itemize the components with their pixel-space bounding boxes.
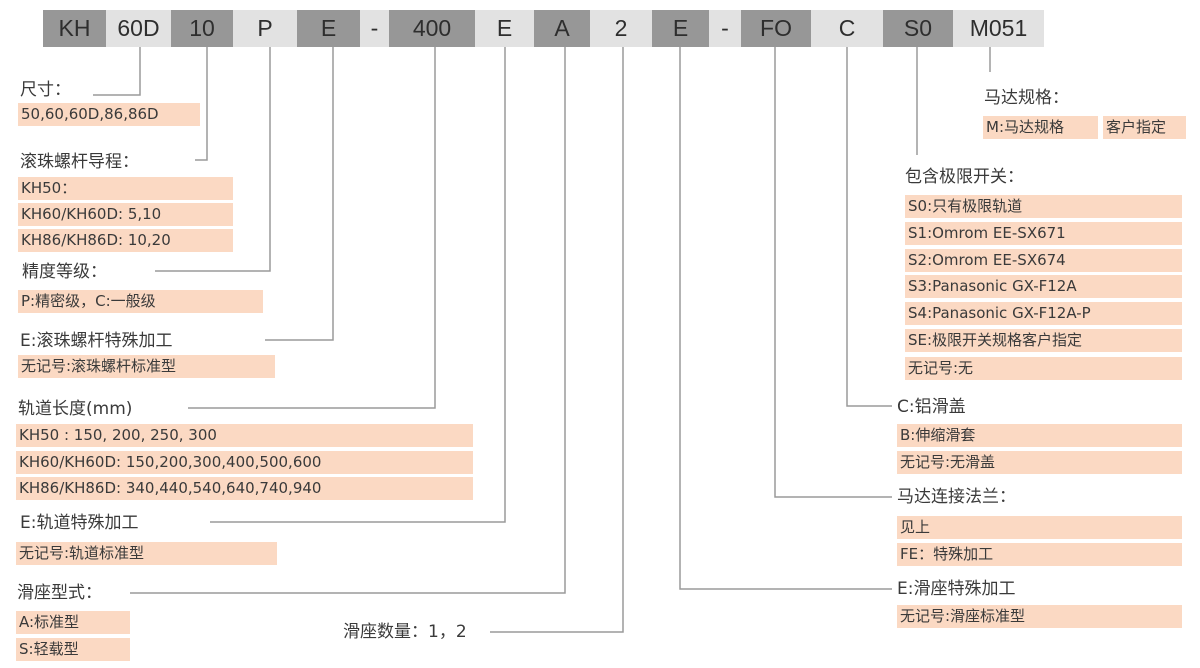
code-segment-screw-special: E	[297, 10, 360, 47]
code-segment-motor-flange: FO	[741, 10, 811, 47]
slider-count-heading: 滑座数量：1，2	[343, 622, 467, 642]
connector-precision	[155, 47, 271, 272]
motor-spec-option: 客户指定	[1103, 116, 1186, 139]
lead-heading: 滚珠螺杆导程：	[20, 152, 139, 172]
connector-slider-count	[490, 47, 624, 633]
lead-option: KH60/KH60D: 5,10	[18, 203, 233, 226]
code-segment-series: KH	[43, 10, 106, 47]
rail-special-option: 无记号:轨道标准型	[16, 542, 277, 565]
rail-length-option: KH86/KH86D: 340,440,540,640,740,940	[16, 477, 473, 500]
size-option: 50,60,60D,86,86D	[18, 103, 200, 126]
motor-flange-heading: 马达连接法兰：	[897, 487, 1016, 507]
connector-lead	[195, 47, 208, 161]
limit-switch-option: 无记号:无	[905, 357, 1182, 380]
size-heading: 尺寸：	[20, 80, 71, 100]
screw-special-heading: E:滚珠螺杆特殊加工	[20, 331, 173, 351]
code-segment-lead: 10	[171, 10, 233, 47]
cover-option: B:伸缩滑套	[897, 424, 1182, 447]
code-segment-precision: P	[233, 10, 297, 47]
code-segment-dash: -	[709, 10, 741, 47]
lead-option: KH86/KH86D: 10,20	[18, 229, 233, 252]
motor-spec-heading: 马达规格：	[984, 88, 1069, 108]
code-segment-size: 60D	[106, 10, 171, 47]
code-segment-slider-type: A	[534, 10, 590, 47]
screw-special-option: 无记号:滚珠螺杆标准型	[18, 355, 275, 378]
connector-rail-special	[210, 47, 506, 523]
lead-option: KH50：	[18, 177, 233, 200]
limit-switch-option: SE:极限开关规格客户指定	[905, 329, 1182, 352]
motor-flange-option: FE：特殊加工	[897, 543, 1182, 566]
connector-motor-flange	[774, 47, 892, 498]
code-segment-dash: -	[360, 10, 389, 47]
slider-type-option: S:轻载型	[16, 638, 130, 661]
code-segment-slider-count: 2	[590, 10, 652, 47]
motor-spec-option: M:马达规格	[983, 116, 1098, 139]
code-segment-slider-special: E	[652, 10, 709, 47]
limit-switch-heading: 包含极限开关：	[905, 167, 1024, 187]
connector-screw-special	[265, 47, 334, 341]
connector-cover	[846, 47, 892, 407]
slider-special-heading: E:滑座特殊加工	[897, 579, 1016, 599]
rail-length-option: KH50 : 150, 200, 250, 300	[16, 424, 473, 447]
connector-rail-length	[188, 47, 436, 409]
rail-length-option: KH60/KH60D: 150,200,300,400,500,600	[16, 451, 473, 474]
limit-switch-option: S4:Panasonic GX-F12A-P	[905, 302, 1182, 325]
precision-option: P:精密级，C:一般级	[18, 290, 263, 313]
connector-slider-special	[679, 47, 892, 590]
code-segment-rail-length: 400	[389, 10, 475, 47]
motor-flange-option: 见上	[897, 516, 1182, 539]
code-segment-motor-spec: M051	[953, 10, 1044, 47]
code-segment-limit-switch: S0	[883, 10, 953, 47]
slider-type-option: A:标准型	[16, 611, 130, 634]
slider-special-option: 无记号:滑座标准型	[897, 605, 1182, 628]
limit-switch-option: S2:Omrom EE-SX674	[905, 249, 1182, 272]
cover-heading: C:铝滑盖	[897, 397, 966, 417]
cover-option: 无记号:无滑盖	[897, 451, 1182, 474]
connector-slider-type	[130, 47, 566, 594]
code-segment-cover: C	[811, 10, 883, 47]
code-segment-rail-special: E	[475, 10, 534, 47]
slider-type-heading: 滑座型式：	[17, 583, 102, 603]
rail-special-heading: E:轨道特殊加工	[20, 513, 139, 533]
limit-switch-option: S0:只有极限轨道	[905, 195, 1182, 218]
rail-length-heading: 轨道长度(mm)	[18, 399, 133, 419]
connector-size	[93, 47, 141, 96]
limit-switch-option: S1:Omrom EE-SX671	[905, 222, 1182, 245]
precision-heading: 精度等级：	[22, 262, 107, 282]
limit-switch-option: S3:Panasonic GX-F12A	[905, 275, 1182, 298]
